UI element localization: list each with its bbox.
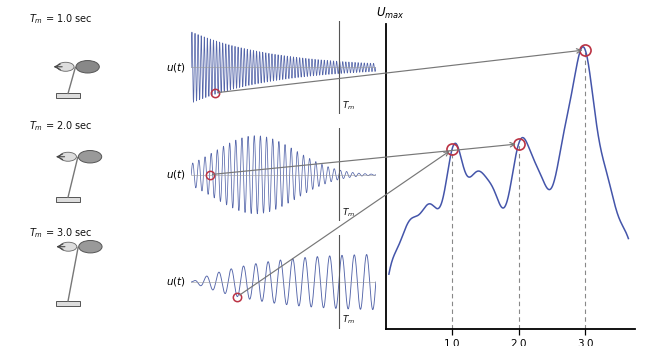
Circle shape <box>76 61 99 73</box>
Text: $T_m$ = 1.0 sec: $T_m$ = 1.0 sec <box>29 12 93 26</box>
Bar <box>56 301 80 306</box>
Bar <box>56 197 80 202</box>
Circle shape <box>78 151 102 163</box>
Text: $T_m$: $T_m$ <box>341 207 355 219</box>
Text: $u(t)$: $u(t)$ <box>166 61 185 74</box>
Text: $T_m$ = 2.0 sec: $T_m$ = 2.0 sec <box>29 119 93 133</box>
Text: $u(t)$: $u(t)$ <box>166 275 185 289</box>
Text: $T_m$: $T_m$ <box>341 99 355 112</box>
Circle shape <box>60 242 77 251</box>
Text: $T_m$ = 3.0 sec: $T_m$ = 3.0 sec <box>29 227 93 240</box>
Text: $u(t)$: $u(t)$ <box>166 168 185 181</box>
Text: $U_{max}$: $U_{max}$ <box>376 6 404 21</box>
Circle shape <box>60 152 76 161</box>
Text: $T_m$: $T_m$ <box>341 314 355 326</box>
Circle shape <box>78 240 102 253</box>
Circle shape <box>57 62 74 71</box>
Bar <box>56 93 80 98</box>
